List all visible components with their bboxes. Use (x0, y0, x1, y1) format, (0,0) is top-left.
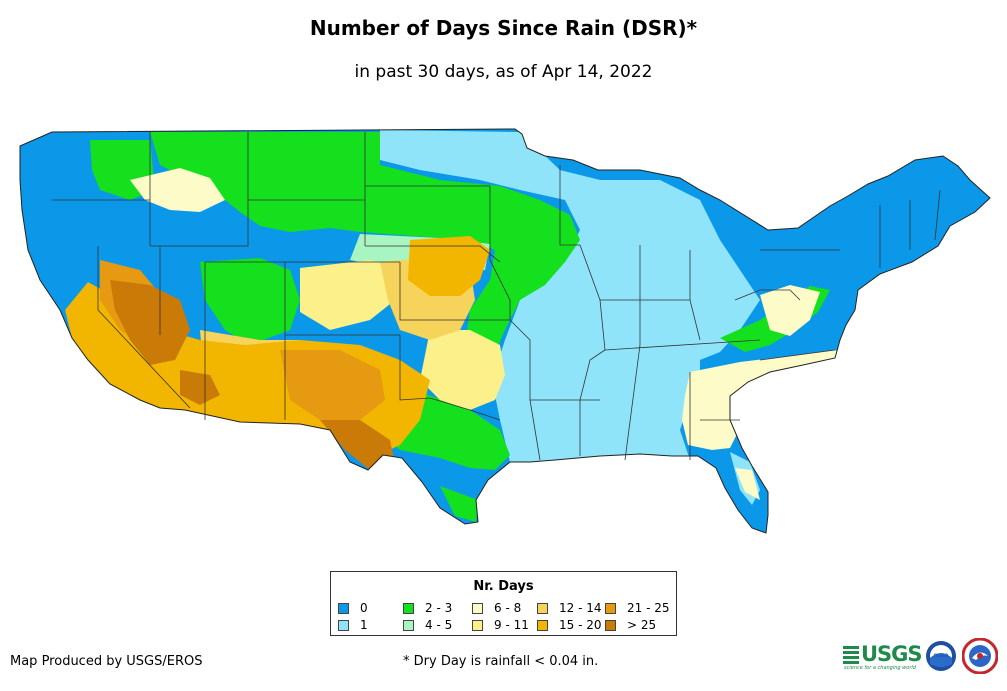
usgs-wave-icon (843, 646, 859, 666)
legend-swatch (338, 602, 349, 614)
legend-item-0: 0 (338, 601, 368, 615)
legend-item-9: > 25 (605, 618, 656, 632)
legend-item-4: 6 - 8 (472, 601, 521, 615)
legend-swatch (537, 619, 548, 631)
usgs-logo-text: USGS (861, 642, 923, 666)
legend-swatch (537, 602, 548, 614)
legend-item-2: 2 - 3 (403, 601, 452, 615)
map-producer-credit: Map Produced by USGS/EROS (10, 654, 203, 669)
legend-swatch (472, 602, 483, 614)
legend-item-1: 1 (338, 618, 368, 632)
legend-item-7: 15 - 20 (537, 618, 602, 632)
legend-title: Nr. Days (473, 579, 534, 594)
usgs-logo: USGS science for a changing world (843, 642, 923, 671)
legend-label: 15 - 20 (559, 618, 602, 632)
map-title: Number of Days Since Rain (DSR)* (309, 16, 698, 40)
legend-swatch (403, 602, 414, 614)
legend-label: 4 - 5 (425, 618, 453, 632)
legend-item-6: 12 - 14 (537, 601, 602, 615)
noaa-logo-text: noaa (934, 652, 949, 659)
legend-label: 12 - 14 (559, 601, 602, 615)
noaa-logo-icon: noaa (926, 641, 956, 671)
legend-label: > 25 (627, 618, 657, 632)
nws-logo-icon (962, 638, 998, 674)
legend-item-3: 4 - 5 (403, 618, 452, 632)
legend-swatch (403, 619, 414, 631)
usgs-tagline: science for a changing world (844, 665, 916, 671)
map-subtitle: in past 30 days, as of Apr 14, 2022 (354, 62, 653, 82)
legend-label: 1 (360, 618, 368, 632)
dry-day-footnote: * Dry Day is rainfall < 0.04 in. (403, 654, 599, 669)
legend-swatch (605, 602, 616, 614)
legend-swatch (472, 619, 483, 631)
legend-swatch (605, 619, 616, 631)
legend-swatch (338, 619, 349, 631)
legend: Nr. Days 0 1 2 - 3 4 - 5 6 - 8 9 - 11 12… (330, 571, 677, 636)
legend-label: 6 - 8 (494, 601, 522, 615)
legend-item-8: 21 - 25 (605, 601, 670, 615)
legend-label: 2 - 3 (425, 601, 453, 615)
legend-label: 0 (360, 601, 368, 615)
legend-label: 9 - 11 (494, 618, 529, 632)
legend-item-5: 9 - 11 (472, 618, 529, 632)
legend-label: 21 - 25 (627, 601, 670, 615)
